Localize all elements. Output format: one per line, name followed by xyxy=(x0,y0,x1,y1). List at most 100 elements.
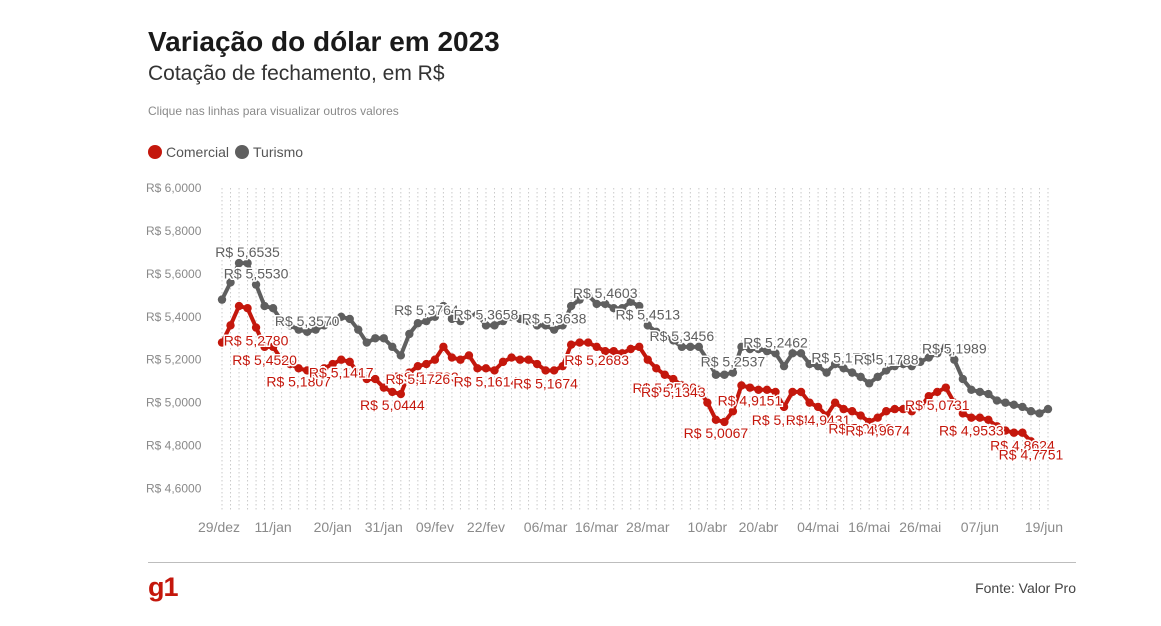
data-point-comercial[interactable] xyxy=(975,413,985,422)
data-point-turismo[interactable] xyxy=(439,301,448,311)
data-point-turismo[interactable] xyxy=(771,349,780,358)
data-point-turismo[interactable] xyxy=(566,301,576,311)
data-point-comercial[interactable] xyxy=(1009,428,1019,437)
data-point-turismo[interactable] xyxy=(456,316,465,326)
data-point-turismo[interactable] xyxy=(285,321,295,330)
data-point-turismo[interactable] xyxy=(796,349,806,358)
data-point-comercial[interactable] xyxy=(635,342,644,352)
data-point-turismo[interactable] xyxy=(916,357,925,367)
data-point-comercial[interactable] xyxy=(864,417,874,427)
data-point-comercial[interactable] xyxy=(371,374,380,384)
data-point-turismo[interactable] xyxy=(660,331,670,341)
data-point-turismo[interactable] xyxy=(779,361,789,371)
data-point-turismo[interactable] xyxy=(958,374,968,384)
data-point-comercial[interactable] xyxy=(882,407,891,416)
data-point-turismo[interactable] xyxy=(643,321,652,330)
data-point-comercial[interactable] xyxy=(234,301,244,311)
data-point-turismo[interactable] xyxy=(984,389,993,399)
data-point-comercial[interactable] xyxy=(1001,426,1010,435)
data-point-comercial[interactable] xyxy=(618,349,627,358)
data-point-turismo[interactable] xyxy=(558,321,567,330)
data-point-turismo[interactable] xyxy=(847,368,857,377)
data-point-comercial[interactable] xyxy=(762,385,772,394)
data-point-turismo[interactable] xyxy=(583,291,593,300)
data-point-comercial[interactable] xyxy=(754,385,763,394)
data-point-comercial[interactable] xyxy=(660,370,670,379)
data-point-comercial[interactable] xyxy=(856,411,865,420)
data-point-comercial[interactable] xyxy=(652,364,661,373)
data-point-comercial[interactable] xyxy=(345,357,354,367)
data-point-turismo[interactable] xyxy=(1018,402,1027,412)
data-point-turismo[interactable] xyxy=(515,314,525,324)
data-point-turismo[interactable] xyxy=(720,370,729,379)
data-point-turismo[interactable] xyxy=(933,349,942,358)
data-point-comercial[interactable] xyxy=(439,342,448,352)
data-point-comercial[interactable] xyxy=(669,374,678,384)
data-point-comercial[interactable] xyxy=(473,364,482,373)
data-point-turismo[interactable] xyxy=(498,316,508,326)
data-point-comercial[interactable] xyxy=(771,387,780,397)
data-point-comercial[interactable] xyxy=(430,355,440,364)
data-point-comercial[interactable] xyxy=(515,355,525,364)
data-point-turismo[interactable] xyxy=(626,297,635,306)
data-point-turismo[interactable] xyxy=(277,316,286,326)
data-point-turismo[interactable] xyxy=(618,304,627,313)
data-point-comercial[interactable] xyxy=(481,364,491,373)
data-point-turismo[interactable] xyxy=(967,385,976,394)
data-point-comercial[interactable] xyxy=(737,381,746,390)
data-point-comercial[interactable] xyxy=(694,385,704,394)
data-point-turismo[interactable] xyxy=(422,316,431,326)
data-point-comercial[interactable] xyxy=(711,415,721,425)
data-point-turismo[interactable] xyxy=(711,370,721,379)
data-point-comercial[interactable] xyxy=(1026,437,1036,446)
data-point-comercial[interactable] xyxy=(328,359,337,369)
data-point-turismo[interactable] xyxy=(413,319,423,328)
data-point-turismo[interactable] xyxy=(234,258,244,268)
data-point-comercial[interactable] xyxy=(1043,443,1053,452)
data-point-turismo[interactable] xyxy=(856,372,865,382)
data-point-turismo[interactable] xyxy=(481,321,491,330)
data-point-comercial[interactable] xyxy=(243,304,252,313)
data-point-turismo[interactable] xyxy=(873,372,882,382)
data-point-turismo[interactable] xyxy=(600,299,610,309)
data-point-comercial[interactable] xyxy=(268,342,278,352)
data-point-comercial[interactable] xyxy=(413,361,423,371)
data-point-turismo[interactable] xyxy=(992,396,1002,405)
data-point-turismo[interactable] xyxy=(1009,400,1019,410)
data-point-turismo[interactable] xyxy=(507,312,516,321)
data-point-turismo[interactable] xyxy=(430,312,440,321)
data-point-turismo[interactable] xyxy=(754,344,763,354)
data-point-comercial[interactable] xyxy=(388,387,397,397)
data-point-comercial[interactable] xyxy=(984,415,993,425)
data-point-comercial[interactable] xyxy=(600,346,610,356)
data-point-turismo[interactable] xyxy=(899,359,908,369)
data-point-comercial[interactable] xyxy=(992,422,1002,431)
data-point-turismo[interactable] xyxy=(813,361,823,371)
data-point-turismo[interactable] xyxy=(669,336,678,345)
data-point-turismo[interactable] xyxy=(737,342,746,352)
data-point-turismo[interactable] xyxy=(260,301,269,311)
data-point-turismo[interactable] xyxy=(362,338,371,347)
data-point-comercial[interactable] xyxy=(260,342,269,352)
data-point-turismo[interactable] xyxy=(464,310,474,319)
data-point-turismo[interactable] xyxy=(1001,398,1010,407)
data-point-turismo[interactable] xyxy=(575,295,584,304)
data-point-turismo[interactable] xyxy=(1026,407,1036,416)
data-point-turismo[interactable] xyxy=(243,258,252,268)
data-point-turismo[interactable] xyxy=(924,353,933,362)
data-point-comercial[interactable] xyxy=(873,413,882,422)
legend-item-turismo[interactable]: Turismo xyxy=(235,144,303,160)
data-point-comercial[interactable] xyxy=(558,361,567,371)
data-point-turismo[interactable] xyxy=(311,325,320,334)
data-point-turismo[interactable] xyxy=(447,314,457,324)
data-point-comercial[interactable] xyxy=(354,368,363,377)
data-point-turismo[interactable] xyxy=(1043,404,1053,414)
data-point-comercial[interactable] xyxy=(294,364,303,373)
data-point-comercial[interactable] xyxy=(626,344,635,354)
data-point-comercial[interactable] xyxy=(720,417,729,427)
data-point-comercial[interactable] xyxy=(941,383,951,392)
data-point-comercial[interactable] xyxy=(379,383,388,392)
data-point-turismo[interactable] xyxy=(805,359,814,369)
data-point-comercial[interactable] xyxy=(583,338,593,347)
data-point-turismo[interactable] xyxy=(396,351,406,360)
